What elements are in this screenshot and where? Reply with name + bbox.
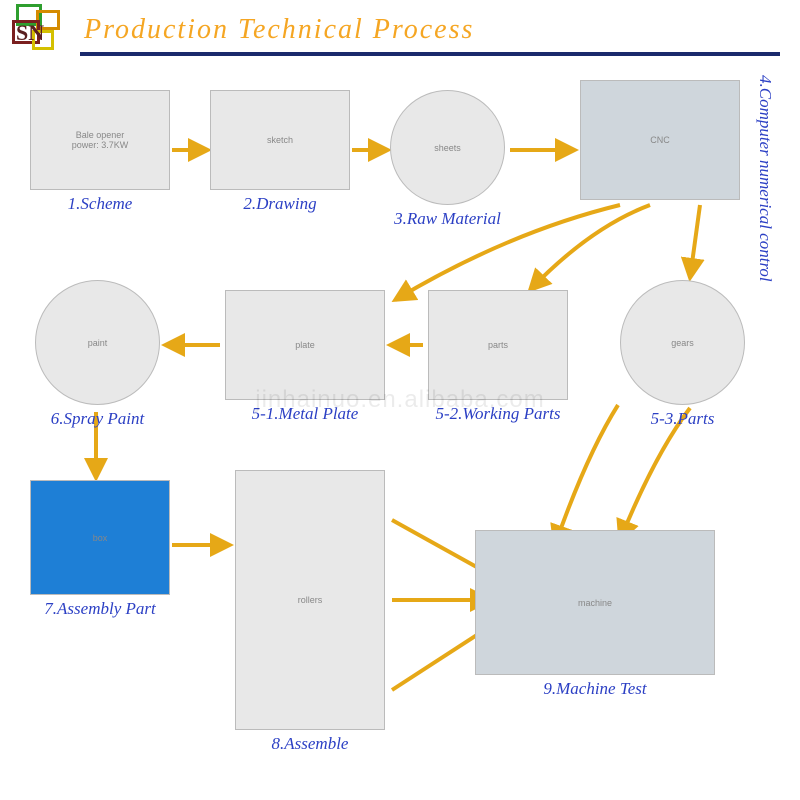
node-working: parts 5-2.Working Parts <box>428 290 568 424</box>
thumb-asmpart: box <box>30 480 170 595</box>
thumb-plate: plate <box>225 290 385 400</box>
thumb-assemble: rollers <box>235 470 385 730</box>
thumb-working: parts <box>428 290 568 400</box>
label-plate: 5-1.Metal Plate <box>225 404 385 424</box>
label-test: 9.Machine Test <box>475 679 715 699</box>
arrow <box>530 205 650 290</box>
label-asmpart: 7.Assembly Part <box>30 599 170 619</box>
label-assemble: 8.Assemble <box>235 734 385 754</box>
thumb-scheme: Bale opener power: 3.7KW <box>30 90 170 190</box>
header-rule <box>80 52 780 56</box>
label-raw: 3.Raw Material <box>390 209 505 229</box>
thumb-raw: sheets <box>390 90 505 205</box>
page-title: Production Technical Process <box>84 14 474 46</box>
thumb-cnc: CNC <box>580 80 740 200</box>
logo: SN <box>10 2 66 58</box>
node-drawing: sketch 2.Drawing <box>210 90 350 214</box>
label-working: 5-2.Working Parts <box>428 404 568 424</box>
label-drawing: 2.Drawing <box>210 194 350 214</box>
label-parts: 5-3.Parts <box>620 409 745 429</box>
label-scheme: 1.Scheme <box>30 194 170 214</box>
header: SN Production Technical Process <box>0 0 800 60</box>
node-asmpart: box 7.Assembly Part <box>30 480 170 619</box>
thumb-spray: paint <box>35 280 160 405</box>
thumb-test: machine <box>475 530 715 675</box>
node-raw: sheets 3.Raw Material <box>390 90 505 229</box>
label-spray: 6.Spray Paint <box>35 409 160 429</box>
node-scheme: Bale opener power: 3.7KW 1.Scheme <box>30 90 170 214</box>
arrow <box>690 205 700 278</box>
node-plate: plate 5-1.Metal Plate <box>225 290 385 424</box>
thumb-parts: gears <box>620 280 745 405</box>
node-test: machine 9.Machine Test <box>475 530 715 699</box>
label-cnc: 4.Computer numerical control <box>755 75 775 282</box>
node-parts: gears 5-3.Parts <box>620 280 745 429</box>
node-assemble: rollers 8.Assemble <box>235 470 385 754</box>
node-cnc: CNC <box>580 80 740 200</box>
arrow <box>555 405 618 545</box>
thumb-drawing: sketch <box>210 90 350 190</box>
node-spray: paint 6.Spray Paint <box>35 280 160 429</box>
